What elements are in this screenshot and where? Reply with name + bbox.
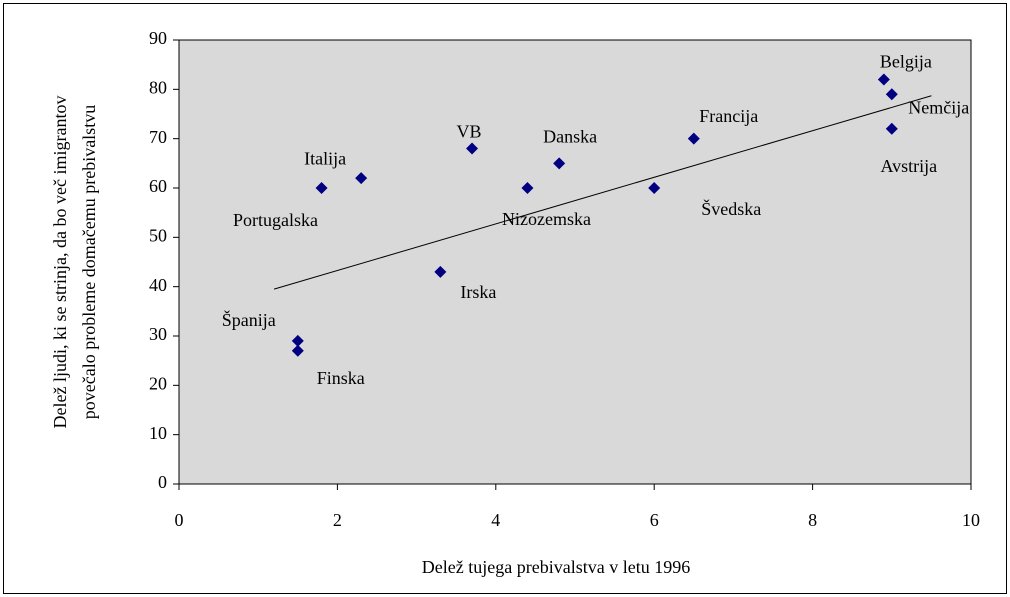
- y-tick-label: 60: [149, 176, 167, 196]
- point: [355, 172, 368, 185]
- x-tick-label: 6: [650, 510, 659, 530]
- plot-area: [178, 39, 972, 485]
- y-tick-label: 80: [149, 77, 167, 97]
- point: [521, 182, 534, 194]
- y-tick-label: 20: [149, 373, 167, 393]
- point: [291, 334, 304, 347]
- x-axis-title: Delež tujega prebivalstva v letu 1996: [422, 557, 690, 577]
- point-label: Nemčija: [908, 97, 969, 117]
- x-tick-label: 8: [808, 510, 817, 530]
- x-tick-label: 0: [175, 510, 184, 530]
- point-label: Francija: [699, 106, 758, 126]
- point: [877, 73, 890, 86]
- point-label: Belgija: [880, 52, 932, 72]
- point-label: Danska: [543, 126, 597, 146]
- y-tick-label: 30: [149, 324, 167, 344]
- point: [434, 265, 447, 278]
- trendline: [273, 95, 932, 290]
- y-tick-label: 70: [149, 127, 167, 147]
- point-label: Nizozemska: [502, 209, 591, 229]
- x-tick-label: 4: [491, 510, 500, 530]
- point-label: Avstrija: [880, 156, 937, 176]
- point: [466, 142, 479, 155]
- point-label: Finska: [317, 368, 365, 388]
- y-axis-title: Delež ljudi, ki se strinja, da bo več im…: [50, 96, 70, 429]
- point: [885, 88, 898, 101]
- point: [553, 157, 566, 170]
- point-label: Portugalska: [233, 210, 318, 230]
- y-tick-label: 10: [149, 423, 167, 443]
- y-axis-title: povečalo probleme domačemu prebivalstvu: [79, 105, 99, 419]
- point-label: Irska: [460, 282, 496, 302]
- point: [687, 132, 700, 145]
- point-label: VB: [457, 122, 482, 142]
- point: [648, 182, 661, 194]
- point: [885, 122, 898, 135]
- point: [315, 182, 328, 194]
- x-tick-label: 10: [962, 510, 980, 530]
- y-tick-label: 90: [149, 28, 167, 48]
- y-tick-label: 50: [149, 225, 167, 245]
- point-label: Italija: [304, 148, 346, 168]
- y-tick-label: 0: [158, 472, 167, 492]
- point-label: Švedska: [701, 198, 761, 219]
- point-label: Španija: [222, 309, 276, 330]
- y-tick-label: 40: [149, 275, 167, 295]
- x-tick-label: 2: [333, 510, 342, 530]
- point: [291, 344, 304, 357]
